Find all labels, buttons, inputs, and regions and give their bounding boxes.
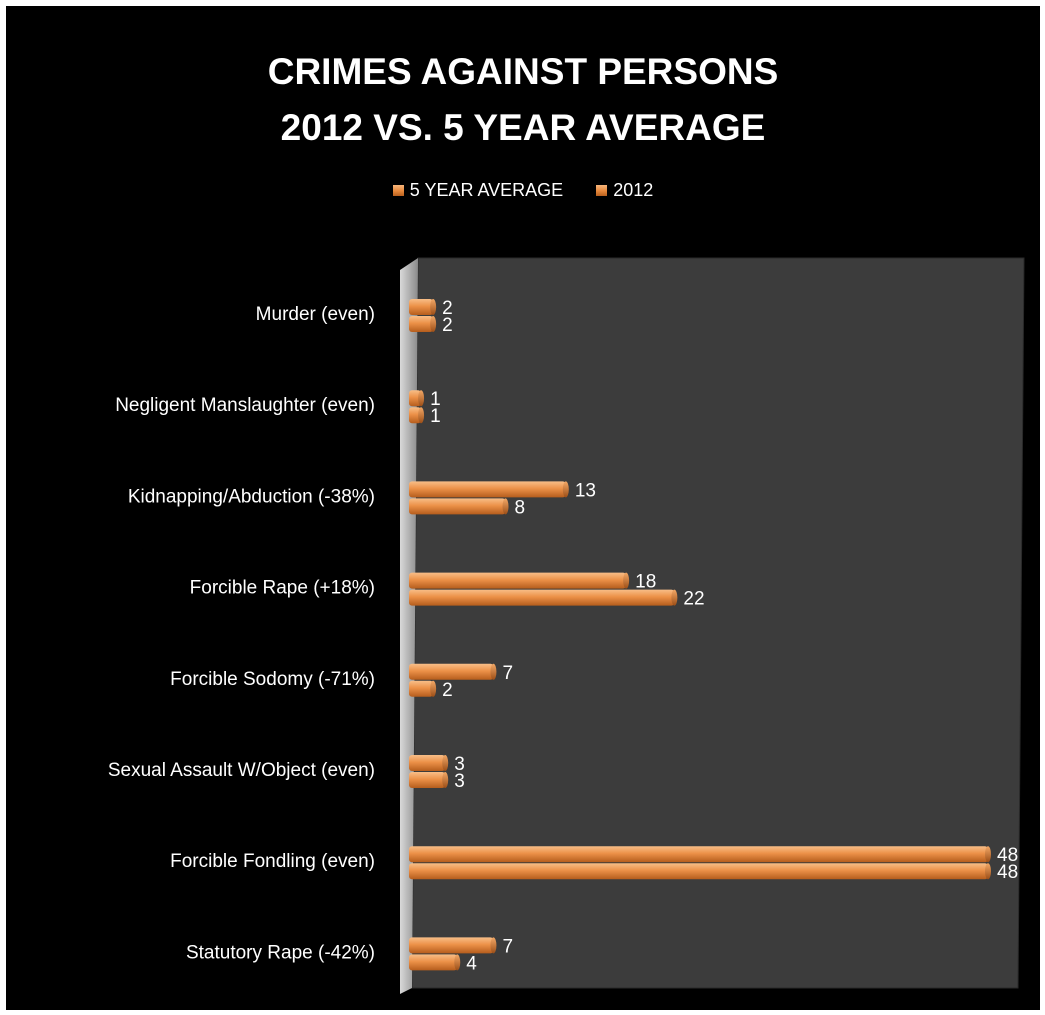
data-label-5-year-average-murder-even: 2 — [442, 298, 453, 319]
bar-2012-forcible-sodomy-71 — [409, 680, 434, 697]
category-label-kidnapping-abduction-38: Kidnapping/Abduction (-38%) — [128, 486, 375, 507]
bar-cap-5-year-average-kidnapping-abduction-38 — [562, 481, 569, 498]
data-label-2012-statutory-rape-42: 4 — [466, 953, 477, 974]
data-label-2012-forcible-sodomy-71: 2 — [442, 680, 453, 701]
bar-cap-2012-sexual-assault-w-object-even — [442, 772, 449, 788]
legend-item-5-year-average: 5 YEAR AVERAGE — [392, 178, 564, 202]
chart-title-line-2: 2012 VS. 5 YEAR AVERAGE — [280, 107, 766, 148]
axis-wall — [400, 258, 418, 994]
legend-swatch-5-year-average — [392, 185, 404, 196]
category-label-forcible-sodomy-71: Forcible Sodomy (-71%) — [170, 669, 375, 690]
bar-cap-2012-kidnapping-abduction-38 — [502, 498, 509, 515]
bar-5-year-average-statutory-rape-42 — [409, 937, 494, 954]
bar-5-year-average-murder-even — [409, 299, 434, 315]
bar-cap-5-year-average-forcible-rape-18 — [623, 572, 630, 589]
legend-label-5-year-average: 5 YEAR AVERAGE — [409, 180, 564, 200]
legend-swatch-2012 — [596, 185, 608, 196]
legend-item-2012: 2012 — [596, 178, 653, 202]
bar-cap-2012-forcible-rape-18 — [671, 589, 678, 606]
legend-label-2012: 2012 — [613, 180, 654, 200]
bar-5-year-average-forcible-rape-18 — [409, 572, 627, 589]
data-label-2012-kidnapping-abduction-38: 8 — [515, 497, 526, 518]
data-label-5-year-average-sexual-assault-w-object-even: 3 — [454, 754, 465, 775]
bar-cap-5-year-average-murder-even — [430, 299, 437, 315]
data-label-5-year-average-statutory-rape-42: 7 — [502, 936, 513, 957]
category-label-forcible-rape-18: Forcible Rape (+18%) — [190, 578, 375, 599]
data-label-5-year-average-forcible-fondling-even: 48 — [997, 845, 1018, 866]
bar-cap-5-year-average-sexual-assault-w-object-even — [442, 755, 449, 771]
bar-5-year-average-negligent-manslaughter-even — [409, 390, 422, 407]
data-label-2012-negligent-manslaughter-even: 1 — [430, 406, 441, 427]
bar-5-year-average-forcible-sodomy-71 — [409, 663, 494, 680]
data-label-2012-sexual-assault-w-object-even: 3 — [454, 771, 465, 792]
bar-cap-2012-negligent-manslaughter-even — [418, 407, 425, 424]
category-label-sexual-assault-w-object-even: Sexual Assault W/Object (even) — [108, 760, 375, 781]
bar-5-year-average-sexual-assault-w-object-even — [409, 755, 446, 771]
category-label-murder-even: Murder (even) — [256, 304, 375, 325]
bar-2012-forcible-rape-18 — [409, 589, 675, 606]
bar-cap-2012-statutory-rape-42 — [454, 954, 461, 971]
bar-2012-negligent-manslaughter-even — [409, 407, 422, 424]
bar-2012-sexual-assault-w-object-even — [409, 772, 446, 788]
bar-cap-5-year-average-forcible-sodomy-71 — [490, 663, 497, 680]
data-label-5-year-average-kidnapping-abduction-38: 13 — [575, 480, 596, 501]
data-label-5-year-average-forcible-sodomy-71: 7 — [502, 663, 513, 684]
data-label-5-year-average-negligent-manslaughter-even: 1 — [430, 389, 441, 410]
bar-cap-5-year-average-negligent-manslaughter-even — [418, 390, 425, 407]
bar-2012-statutory-rape-42 — [409, 954, 458, 971]
category-label-forcible-fondling-even: Forcible Fondling (even) — [170, 851, 375, 872]
bar-cap-5-year-average-forcible-fondling-even — [985, 846, 991, 863]
bar-2012-kidnapping-abduction-38 — [409, 498, 506, 515]
legend: 5 YEAR AVERAGE 2012 — [6, 178, 1040, 202]
data-label-5-year-average-forcible-rape-18: 18 — [635, 572, 656, 593]
bar-5-year-average-kidnapping-abduction-38 — [409, 481, 566, 498]
bar-cap-2012-murder-even — [430, 316, 437, 332]
bar-cap-5-year-average-statutory-rape-42 — [490, 937, 497, 954]
category-label-statutory-rape-42: Statutory Rape (-42%) — [186, 942, 375, 963]
chart-title: CRIMES AGAINST PERSONS 2012 VS. 5 YEAR A… — [6, 44, 1040, 156]
bar-5-year-average-forcible-fondling-even — [409, 846, 988, 863]
bar-2012-forcible-fondling-even — [409, 863, 988, 880]
data-label-2012-murder-even: 2 — [442, 315, 453, 336]
data-label-2012-forcible-rape-18: 22 — [683, 589, 704, 610]
bar-cap-2012-forcible-sodomy-71 — [430, 680, 437, 697]
chart-title-line-1: CRIMES AGAINST PERSONS — [267, 51, 779, 92]
bar-2012-murder-even — [409, 316, 434, 332]
data-label-2012-forcible-fondling-even: 48 — [997, 862, 1018, 883]
bar-cap-2012-forcible-fondling-even — [985, 863, 991, 880]
category-label-negligent-manslaughter-even: Negligent Manslaughter (even) — [115, 395, 375, 416]
